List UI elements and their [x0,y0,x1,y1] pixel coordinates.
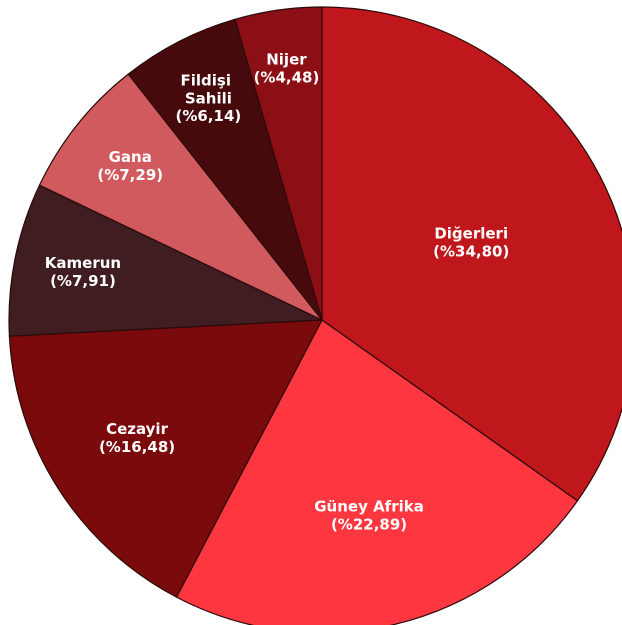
slice-label: Fildişi Sahili [181,71,237,107]
pie-slice [127,18,323,321]
slice-value-label: (%7,91) [50,272,116,290]
slice-value-label: (%16,48) [99,438,175,456]
slice-label: Güney Afrika [314,497,424,515]
slice-value-label: (%22,89) [331,515,407,533]
pie-slice [38,73,323,321]
pie-slice [8,319,324,598]
slice-value-label: (%34,80) [433,242,509,260]
slice-label: Diğerleri [434,224,508,242]
pie-slice [234,6,323,321]
slice-value-label: (%6,14) [175,107,241,125]
slice-label: Cezayir [106,420,168,438]
slice-value-label: (%4,48) [254,69,320,87]
slice-label: Kamerun [45,254,121,272]
slice-label: Gana [109,148,152,166]
pie-slice [321,6,622,502]
slice-value-label: (%7,29) [97,166,163,184]
pie-slice [175,319,579,625]
pie-slice [8,184,323,337]
slice-label: Nijer [266,51,307,69]
